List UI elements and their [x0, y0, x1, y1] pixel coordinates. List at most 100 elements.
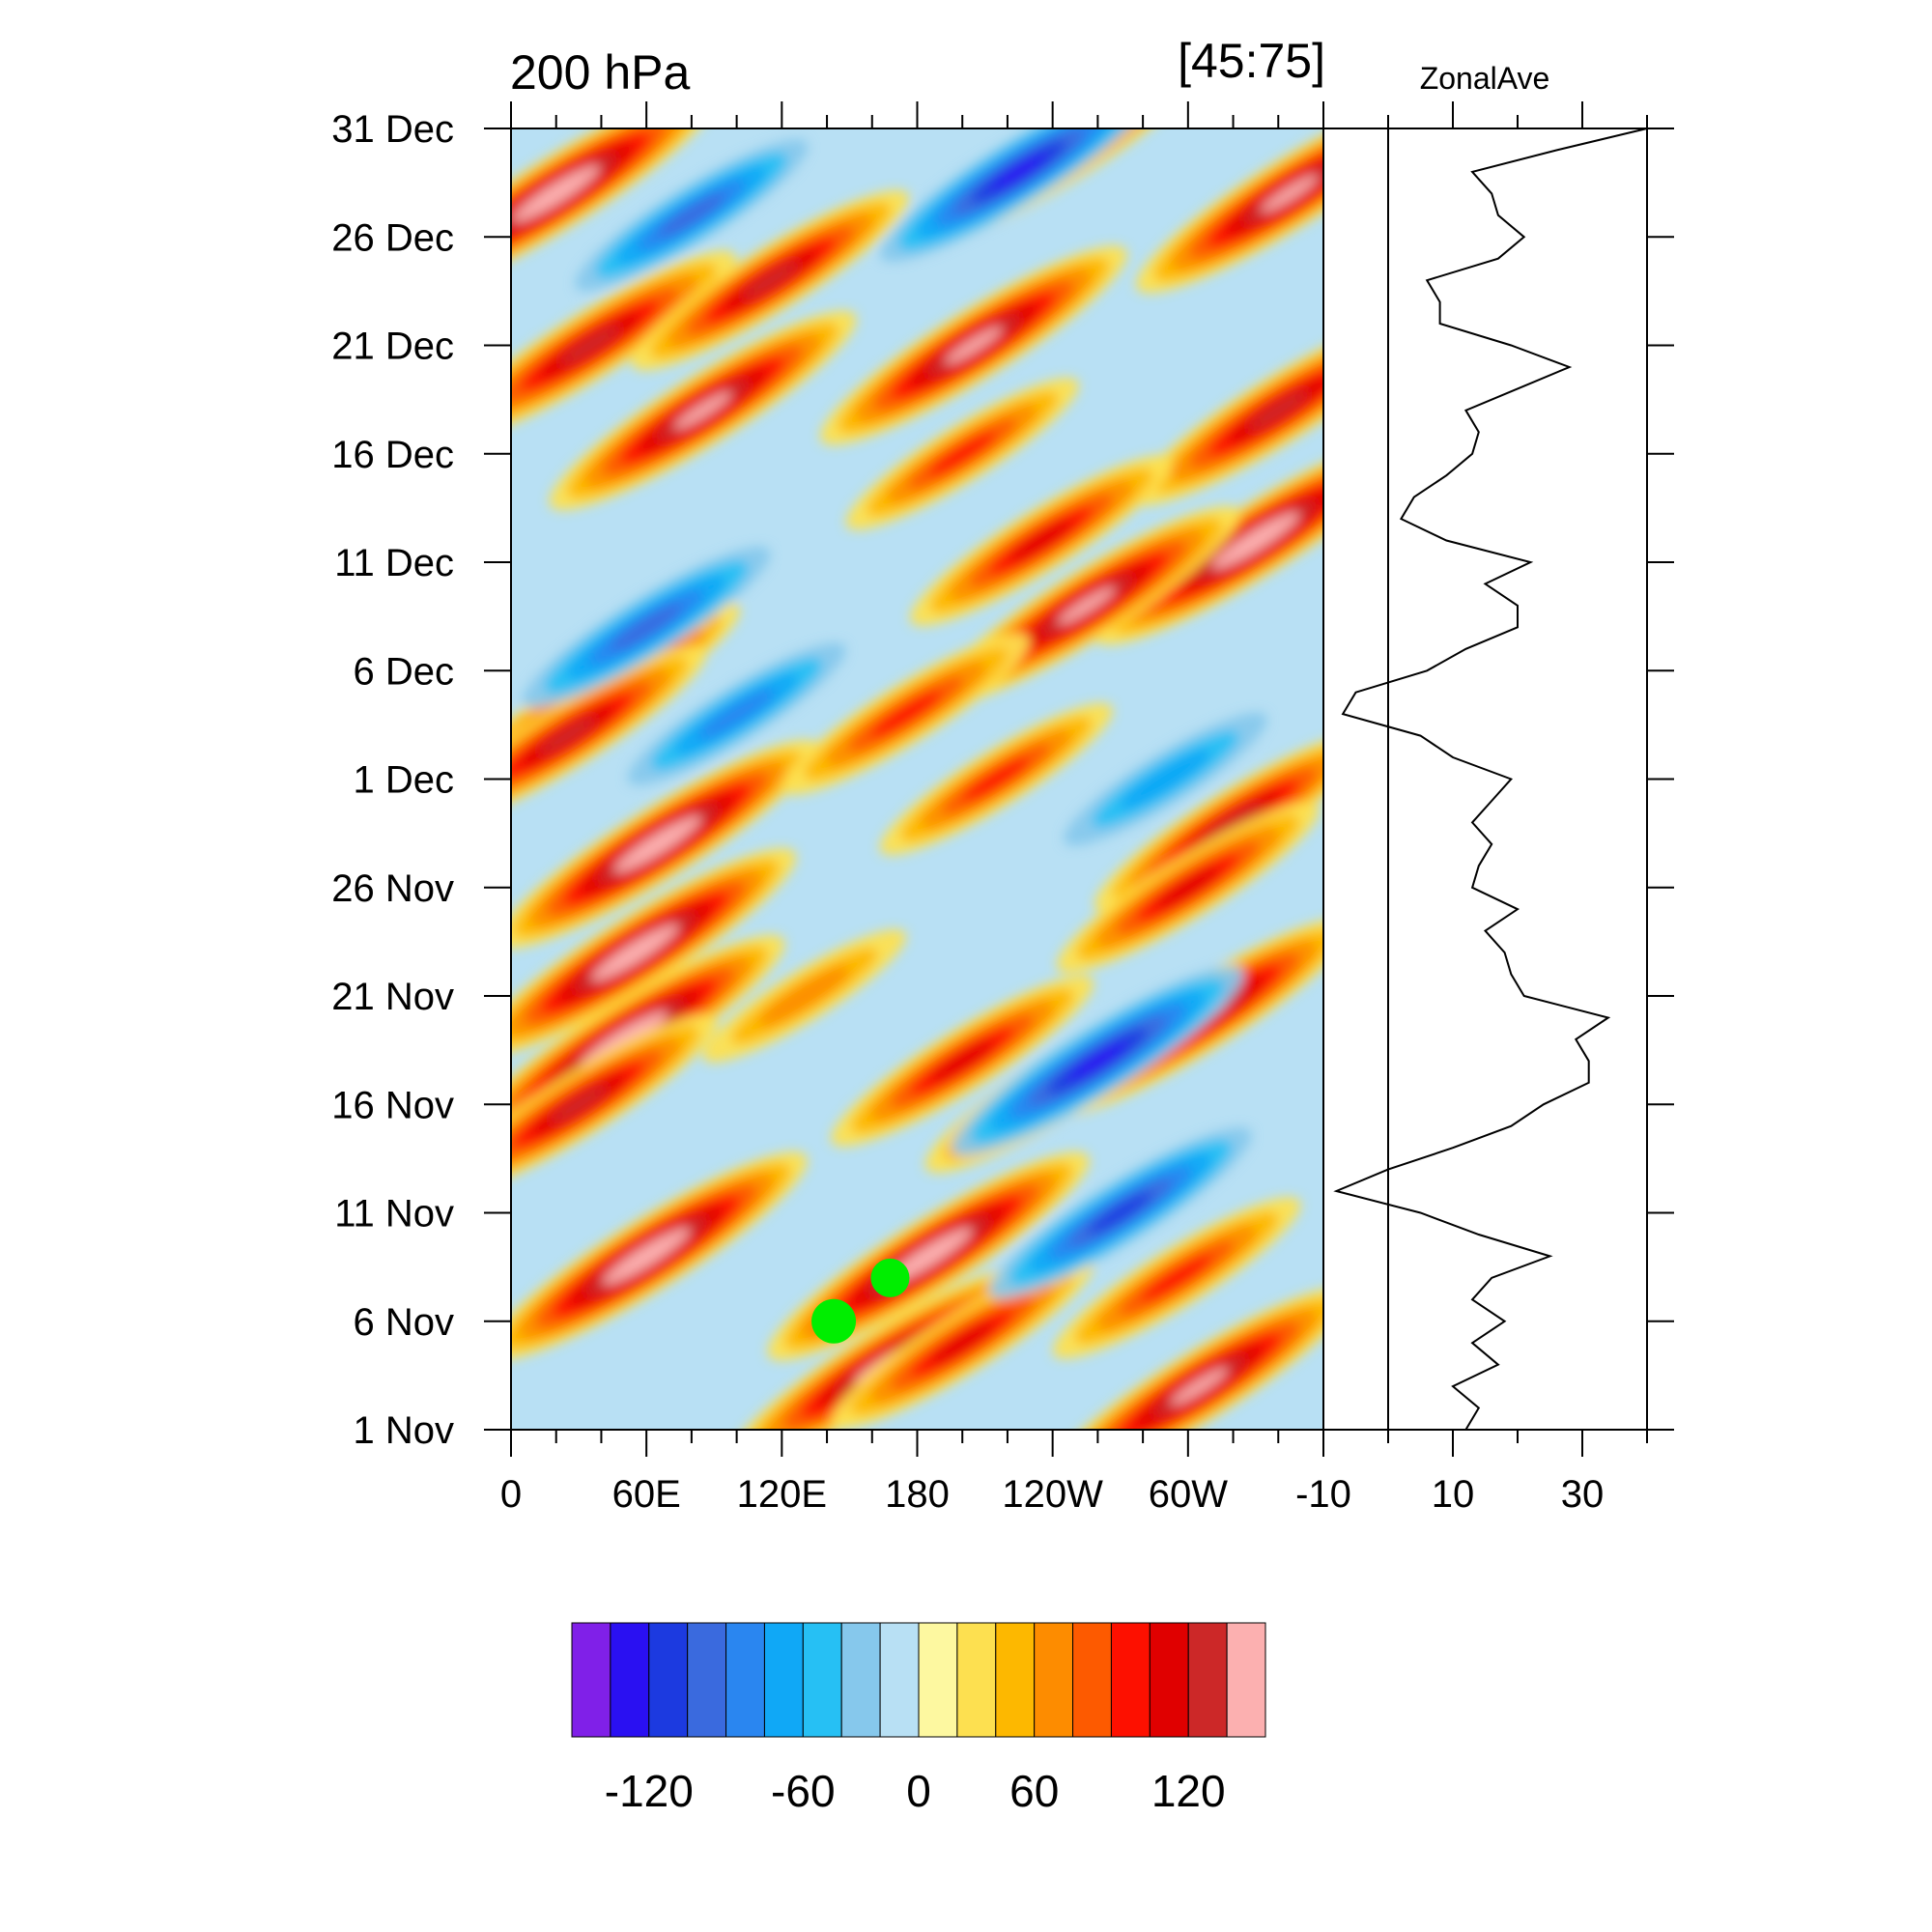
- heatmap-feature: [781, 633, 1031, 795]
- y-tick-label: 1 Dec: [354, 759, 455, 802]
- heatmap-feature: [1094, 436, 1323, 645]
- heatmap-band: [1058, 586, 1116, 625]
- heatmap-band: [1141, 1254, 1212, 1301]
- colorbar-box: [840, 1622, 881, 1738]
- heatmap-feature: [511, 1013, 718, 1195]
- plot-title-left: 200 hPa: [510, 45, 690, 99]
- colorbar-box: [879, 1622, 920, 1738]
- x-tick-label: 180: [885, 1473, 950, 1516]
- heatmap-feature: [1064, 712, 1267, 846]
- y-tick-label: 1 Nov: [354, 1409, 455, 1452]
- heatmap-band: [528, 176, 583, 212]
- heatmap-band: [741, 261, 800, 299]
- track-marker: [870, 1258, 910, 1297]
- colorbar-box: [648, 1622, 689, 1738]
- heatmap-feature: [632, 189, 910, 371]
- colorbar-label: -120: [605, 1766, 694, 1816]
- x-tick-label: 60W: [1149, 1473, 1228, 1516]
- colorbar-box: [1034, 1622, 1074, 1738]
- heatmap-feature: [702, 929, 906, 1063]
- heatmap-feature: [845, 378, 1079, 530]
- heatmap-band: [1066, 1040, 1129, 1082]
- colorbar-label: -60: [771, 1766, 835, 1816]
- heatmap-feature: [1056, 802, 1320, 974]
- colorbar-box: [802, 1622, 842, 1738]
- heatmap-feature: [1052, 1197, 1301, 1359]
- heatmap-band: [1247, 390, 1310, 431]
- heatmap-band: [928, 432, 996, 476]
- heatmap-band: [758, 966, 850, 1026]
- main-y-axis: 1 Nov 6 Nov 11 Nov 16 Nov 21 Nov 26 Nov 1 Dec 6…: [331, 108, 511, 1452]
- line-y-axis: [1647, 128, 1674, 1431]
- y-tick-label: 16 Nov: [331, 1084, 454, 1126]
- heatmap-band: [698, 689, 775, 739]
- y-tick-label: 16 Dec: [331, 434, 454, 476]
- heatmap-band: [901, 1238, 955, 1274]
- colorbar-box: [1226, 1622, 1266, 1738]
- heatmap-band: [930, 1321, 995, 1364]
- heatmap-feature: [831, 1257, 1094, 1429]
- heatmap-feature: [910, 455, 1173, 626]
- colorbar-labels: -120 -60 0 60 120: [605, 1766, 1226, 1816]
- colorbar-box: [918, 1622, 958, 1738]
- x-tick-label: 120E: [737, 1473, 827, 1516]
- heatmap-feature: [511, 848, 797, 1058]
- heatmap-feature: [522, 546, 771, 708]
- heatmap-band: [538, 716, 597, 755]
- heatmap-feature: [880, 128, 1158, 263]
- heatmap-band: [631, 826, 685, 862]
- track-markers: [811, 1258, 910, 1344]
- heatmap-band: [1155, 867, 1220, 909]
- heatmap-band: [658, 193, 725, 238]
- colorbar-box: [1072, 1622, 1112, 1738]
- colorbar-box: [725, 1622, 765, 1738]
- colorbar-boxes: [571, 1622, 1266, 1738]
- colorbar-box: [995, 1622, 1036, 1738]
- heatmap-band: [930, 1039, 995, 1082]
- y-tick-label: 26 Dec: [331, 216, 454, 259]
- heatmap-feature: [549, 310, 857, 510]
- heatmap-band: [1170, 1367, 1229, 1406]
- y-tick-label: 31 Dec: [331, 108, 454, 151]
- heatmap-band: [945, 327, 1003, 364]
- heatmap-feature: [952, 966, 1244, 1156]
- heatmap-feature: [511, 739, 819, 949]
- colorbar-box: [1187, 1622, 1228, 1738]
- heatmap-band: [1261, 175, 1319, 213]
- colorbar-box: [571, 1622, 611, 1738]
- heatmap-band: [558, 325, 621, 366]
- heatmap-feature: [511, 645, 706, 826]
- colorbar: -120 -60 0 60 120: [571, 1622, 1266, 1816]
- heatmap-band: [1204, 803, 1263, 842]
- heatmap-band: [1009, 520, 1073, 561]
- x-tick-label: 0: [500, 1473, 522, 1516]
- heatmap-band: [1229, 523, 1283, 558]
- x-tick-label: 120W: [1002, 1473, 1103, 1516]
- heatmap-feature: [879, 702, 1113, 856]
- heatmap-band: [597, 1021, 651, 1057]
- heatmap-feature: [575, 139, 809, 292]
- heatmap-feature: [988, 1127, 1252, 1298]
- colorbar-box: [610, 1622, 650, 1738]
- y-tick-label: 11 Nov: [334, 1193, 454, 1236]
- colorbar-label: 0: [906, 1766, 931, 1816]
- x-tick-label: 60E: [612, 1473, 681, 1516]
- line-x-tick-label: -10: [1295, 1473, 1351, 1516]
- y-tick-label: 6 Dec: [354, 650, 455, 693]
- heatmap-band: [1120, 749, 1211, 810]
- heatmap-feature: [511, 250, 736, 440]
- y-tick-label: 21 Nov: [331, 976, 454, 1018]
- heatmap-band: [989, 153, 1048, 191]
- main-x-axis: 0 60E 120E 180 120W 60W: [500, 101, 1280, 1516]
- heatmap-features: [511, 128, 1323, 1430]
- heatmap-feature: [511, 128, 718, 298]
- colorbar-box: [1149, 1622, 1189, 1738]
- heatmap-feature: [1136, 128, 1323, 294]
- colorbar-box: [1110, 1622, 1151, 1738]
- track-marker: [811, 1298, 857, 1344]
- y-tick-label: 21 Dec: [331, 326, 454, 368]
- heatmap-feature: [831, 975, 1094, 1147]
- colorbar-label: 120: [1151, 1766, 1226, 1816]
- colorbar-box: [763, 1622, 804, 1738]
